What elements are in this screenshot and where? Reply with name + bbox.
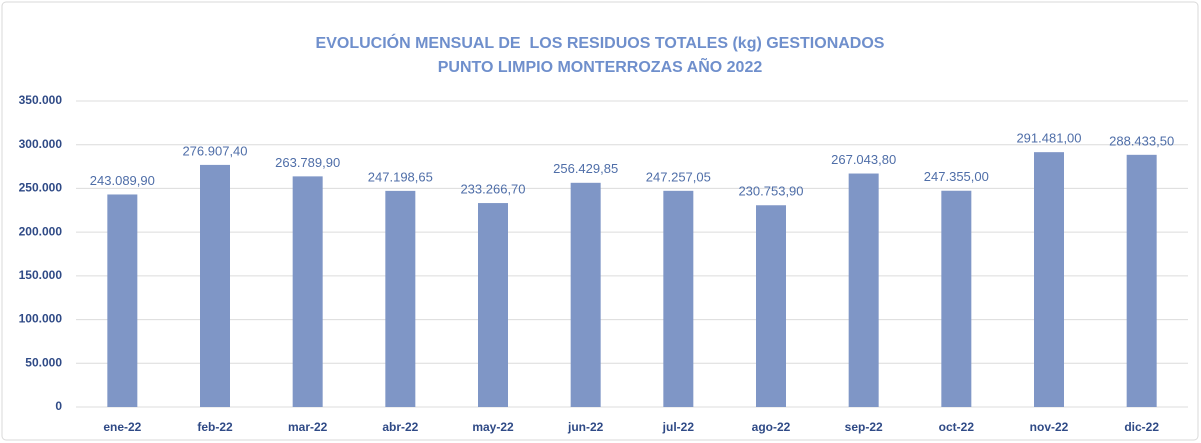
chart-subtitle: PUNTO LIMPIO MONTERROZAS AÑO 2022 (438, 56, 763, 76)
data-label: 267.043,80 (831, 152, 896, 167)
bar (848, 173, 879, 407)
data-label: 256.429,85 (553, 161, 618, 176)
bar (663, 190, 694, 407)
data-label: 247.257,05 (646, 169, 711, 184)
y-tick-label: 200.000 (19, 224, 63, 238)
bar (200, 164, 230, 407)
y-tick-label: 300.000 (19, 137, 63, 151)
x-tick-label: jul-22 (662, 420, 695, 434)
data-label: 263.789,90 (275, 155, 340, 170)
x-tick-label: ene-22 (103, 420, 141, 434)
chart-title: EVOLUCIÓN MENSUAL DE LOS RESIDUOS TOTALE… (316, 33, 885, 52)
y-tick-label: 50.000 (25, 355, 62, 369)
data-label: 276.907,40 (182, 143, 247, 158)
bar (941, 190, 972, 407)
x-tick-label: feb-22 (197, 420, 233, 434)
data-label: 230.753,90 (738, 184, 803, 199)
bar (478, 203, 508, 407)
y-tick-label: 250.000 (19, 181, 63, 195)
data-label: 288.433,50 (1109, 133, 1174, 148)
bar (107, 194, 138, 407)
data-label: 247.198,65 (368, 169, 433, 184)
bar (292, 176, 323, 407)
bar (1034, 152, 1064, 407)
data-label: 233.266,70 (460, 181, 525, 196)
bar (570, 182, 601, 407)
y-tick-label: 100.000 (19, 312, 63, 326)
data-label: 291.481,00 (1016, 131, 1081, 146)
x-tick-label: dic-22 (1124, 420, 1159, 434)
bar (756, 205, 786, 407)
y-tick-label: 350.000 (19, 93, 63, 107)
y-tick-label: 150.000 (19, 268, 63, 282)
x-tick-label: mar-22 (288, 420, 328, 434)
data-label: 243.089,90 (90, 173, 155, 188)
x-tick-label: abr-22 (382, 420, 418, 434)
x-tick-label: ago-22 (752, 420, 791, 434)
x-tick-label: oct-22 (939, 420, 975, 434)
x-tick-label: sep-22 (845, 420, 883, 434)
x-tick-label: jun-22 (567, 420, 604, 434)
bar (385, 190, 416, 407)
data-label: 247.355,00 (924, 169, 989, 184)
bar (1126, 154, 1157, 407)
y-tick-label: 0 (55, 399, 62, 413)
x-tick-label: nov-22 (1030, 420, 1069, 434)
x-tick-label: may-22 (472, 420, 514, 434)
